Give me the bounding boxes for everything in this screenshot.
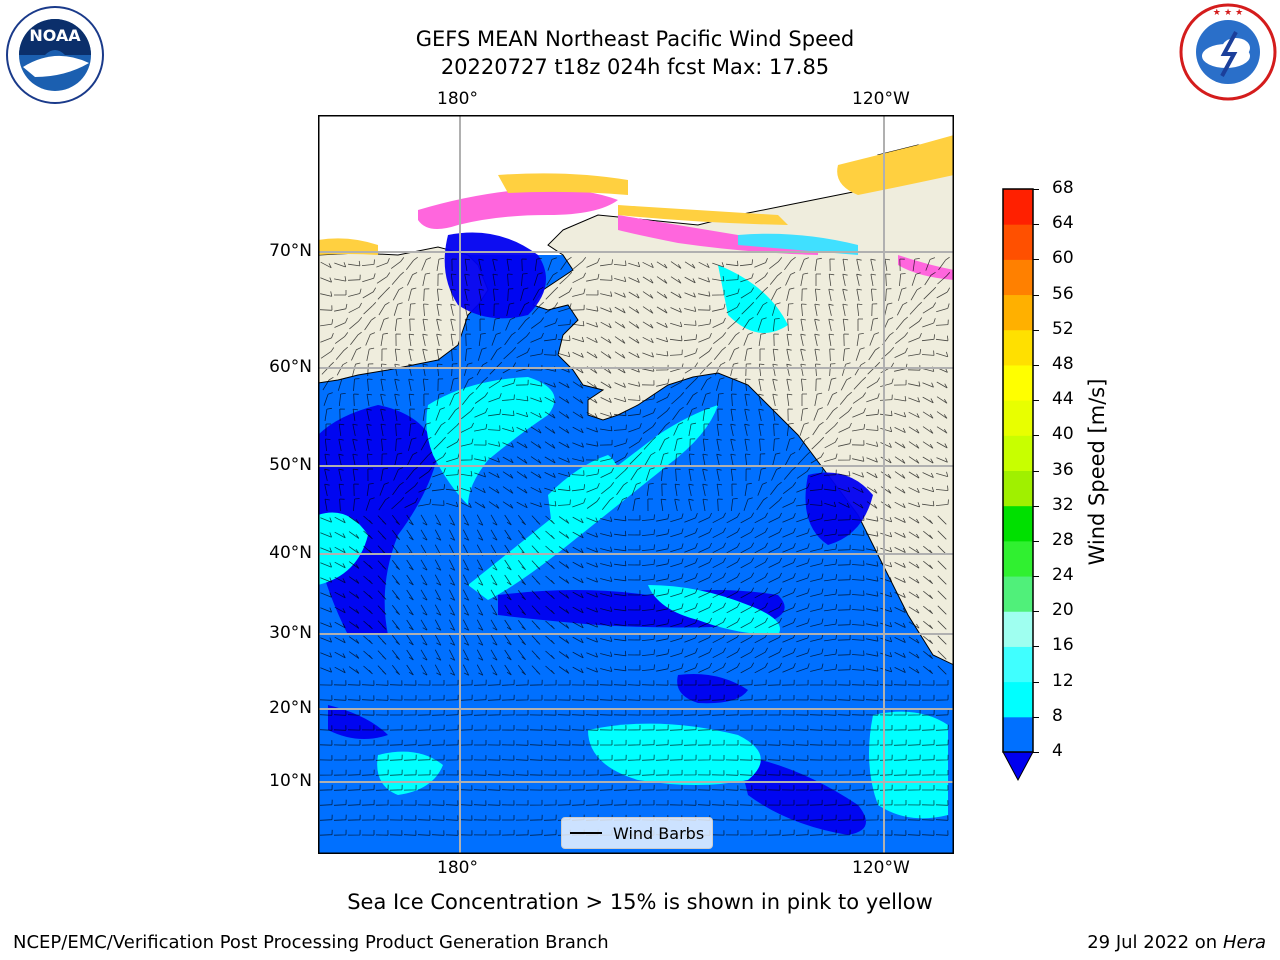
colorbar-tick-label: 48 <box>1052 353 1074 374</box>
svg-text:★ ★ ★: ★ ★ ★ <box>1213 8 1243 18</box>
colorbar-tick-label: 40 <box>1052 424 1074 445</box>
colorbar-tick-mark <box>1033 400 1039 402</box>
colorbar-tick-label: 64 <box>1052 213 1074 234</box>
footer-host: Hera <box>1222 932 1266 953</box>
lat-label-50n: 50°N <box>269 455 312 475</box>
colorbar-tick-label: 68 <box>1052 178 1074 198</box>
lat-label-40n: 40°N <box>269 543 312 563</box>
nws-logo: ★ ★ ★ <box>1178 2 1278 102</box>
noaa-wordmark: NOAA <box>29 26 81 45</box>
chart-title-line2: 20220727 t18z 024h fcst Max: 17.85 <box>440 55 830 79</box>
colorbar <box>1000 186 1040 786</box>
colorbar-tick-mark <box>1033 576 1039 578</box>
colorbar-segment <box>1003 576 1033 612</box>
colorbar-tick-label: 24 <box>1052 565 1074 586</box>
colorbar-tick-label: 52 <box>1052 318 1074 339</box>
colorbar-segment <box>1003 505 1033 542</box>
moderate-wind-zones <box>318 265 948 819</box>
chart-title-line1: GEFS MEAN Northeast Pacific Wind Speed <box>415 27 855 51</box>
colorbar-segment <box>1003 364 1033 401</box>
colorbar-extend-triangle <box>1002 751 1034 782</box>
wind-barb-field <box>319 256 951 836</box>
colorbar-tick-mark <box>1033 189 1039 190</box>
wind-speed-map: Wind Barbs <box>318 115 954 854</box>
colorbar-segment <box>1003 224 1033 260</box>
lat-label-60n: 60°N <box>269 357 312 377</box>
colorbar-segment <box>1003 646 1033 683</box>
colorbar-segment <box>1003 611 1033 647</box>
colorbar-tick-mark <box>1033 505 1039 507</box>
colorbar-label: Wind Speed [m/s] <box>1085 378 1109 566</box>
lon-label-bottom-180: 180° <box>437 858 478 878</box>
colorbar-tick-label: 28 <box>1052 529 1074 550</box>
lat-label-20n: 20°N <box>269 698 312 718</box>
colorbar-tick-mark <box>1033 364 1039 366</box>
colorbar-tick-mark <box>1033 611 1039 613</box>
colorbar-tick-label: 36 <box>1052 459 1074 480</box>
footer-date-text: 29 Jul 2022 on <box>1087 932 1223 953</box>
colorbar-tick-mark <box>1033 224 1039 226</box>
colorbar-tick-label: 8 <box>1052 705 1063 726</box>
colorbar-segment <box>1003 400 1033 436</box>
graticule <box>318 115 954 854</box>
colorbar-segment <box>1003 435 1033 471</box>
lon-label-top-180: 180° <box>437 89 478 109</box>
lon-label-bottom-120w: 120°W <box>852 858 910 878</box>
lat-label-10n: 10°N <box>269 771 312 791</box>
sea-ice-caption: Sea Ice Concentration > 15% is shown in … <box>347 890 933 914</box>
colorbar-tick-label: 32 <box>1052 494 1074 515</box>
colorbar-tick-label: 44 <box>1052 389 1074 410</box>
colorbar-tick-mark <box>1033 646 1039 648</box>
legend-label: Wind Barbs <box>613 824 705 843</box>
colorbar-segment <box>1003 294 1033 331</box>
colorbar-tick-mark <box>1033 259 1039 261</box>
noaa-logo: NOAA <box>5 5 105 105</box>
colorbar-tick-mark <box>1033 329 1039 331</box>
footer-credit: NCEP/EMC/Verification Post Processing Pr… <box>13 932 609 953</box>
colorbar-tick-mark <box>1033 435 1039 437</box>
lat-label-30n: 30°N <box>269 623 312 643</box>
colorbar-tick-mark <box>1033 681 1039 683</box>
legend-line-swatch <box>570 832 602 834</box>
colorbar-tick-label: 20 <box>1052 600 1074 621</box>
colorbar-tick-label: 56 <box>1052 283 1074 304</box>
sea-ice <box>318 135 954 280</box>
colorbar-tick-label: 4 <box>1052 741 1063 761</box>
colorbar-segment <box>1003 259 1033 296</box>
colorbar-segment <box>1003 329 1033 366</box>
colorbar-segment <box>1003 470 1033 507</box>
colorbar-tick-mark <box>1033 540 1039 542</box>
colorbar-tick-mark <box>1033 752 1039 753</box>
colorbar-segment <box>1003 540 1033 577</box>
lat-label-70n: 70°N <box>269 241 312 261</box>
map-legend: Wind Barbs <box>561 817 713 849</box>
colorbar-segment <box>1003 681 1033 718</box>
colorbar-tick-mark <box>1033 470 1039 472</box>
lon-label-top-120w: 120°W <box>852 89 910 109</box>
colorbar-segment <box>1003 716 1033 753</box>
colorbar-tick-mark <box>1033 294 1039 296</box>
wind-barbs <box>319 256 951 836</box>
colorbar-tick-mark <box>1033 716 1039 718</box>
footer-date: 29 Jul 2022 on Hera <box>1087 932 1266 953</box>
colorbar-segment <box>1003 189 1033 225</box>
colorbar-tick-label: 12 <box>1052 670 1074 691</box>
colorbar-tick-label: 60 <box>1052 248 1074 269</box>
colorbar-tick-label: 16 <box>1052 635 1074 656</box>
map-frame <box>318 115 954 854</box>
